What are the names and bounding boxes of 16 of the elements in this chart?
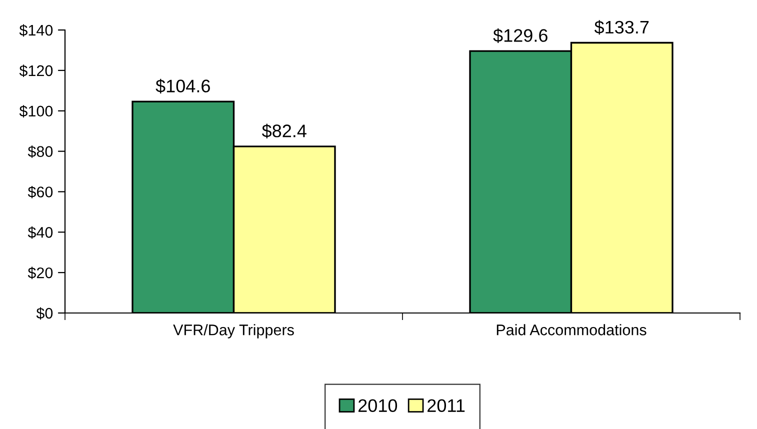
y-tick-label: $120: [19, 64, 53, 78]
x-tick-label: Paid Accommodations: [496, 324, 646, 336]
y-tick-label: $140: [19, 24, 53, 37]
y-tick-label: $0: [36, 307, 53, 320]
y-tick-label: $40: [28, 226, 53, 239]
y-tick-label: $20: [28, 266, 53, 280]
legend-label: 2010: [358, 399, 398, 412]
data-label: $104.6: [156, 78, 210, 94]
x-tick-label: VFR/Day Trippers: [173, 324, 294, 338]
y-tick-label: $80: [28, 146, 53, 158]
data-label: $129.6: [493, 28, 548, 43]
data-label: $82.4: [262, 124, 306, 138]
data-label: $133.7: [594, 20, 649, 35]
legend-label: 2011: [428, 399, 465, 412]
y-tick-label: $60: [28, 186, 53, 198]
y-tick-label: $100: [19, 105, 53, 118]
